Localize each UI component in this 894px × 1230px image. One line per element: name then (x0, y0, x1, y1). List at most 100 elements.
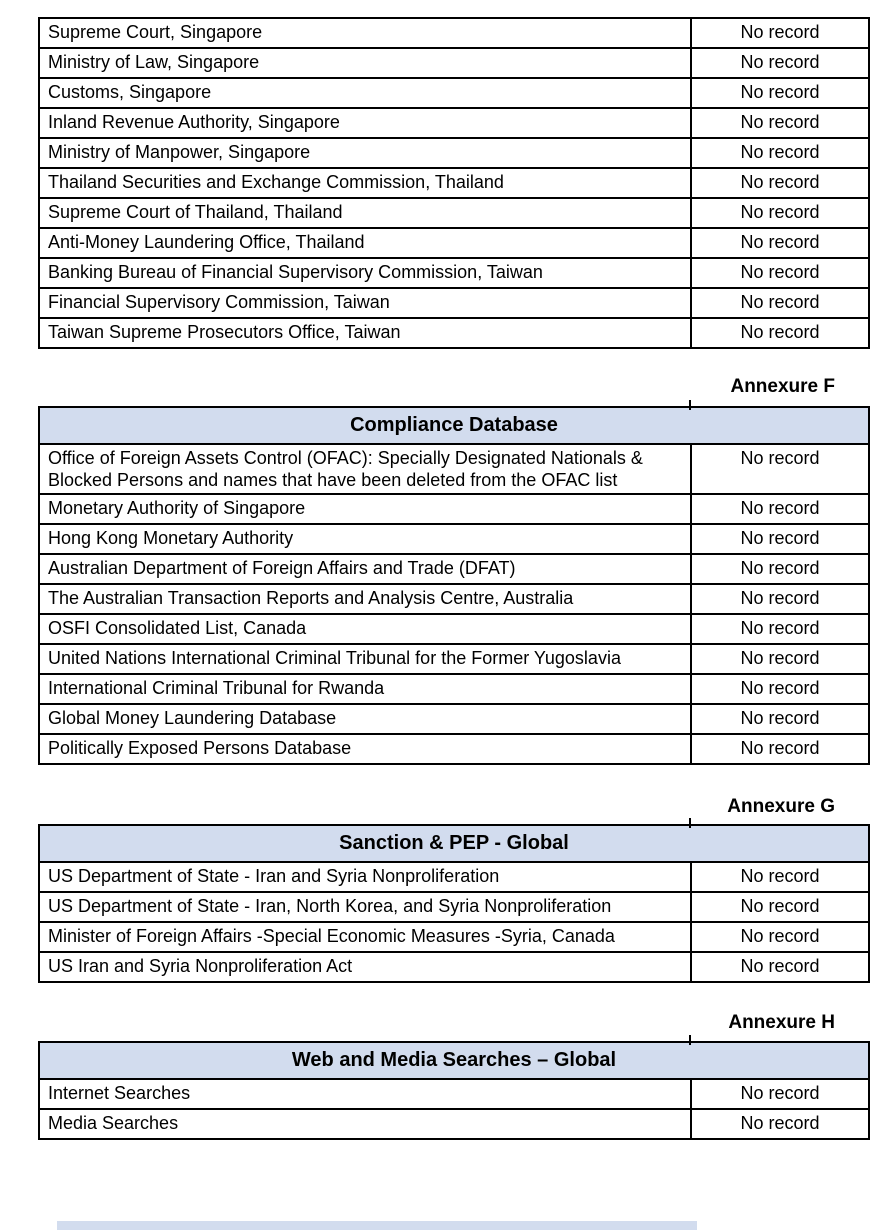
table-body: Internet Searches No record Media Searches… (38, 1078, 870, 1140)
table-row: Financial Supervisory Commission, Taiwan… (38, 287, 870, 319)
source-cell: Inland Revenue Authority, Singapore (38, 107, 692, 139)
result-cell: No record (689, 703, 871, 735)
source-cell: Media Searches (38, 1108, 692, 1140)
table-header-row: Sanction & PEP - Global (37, 824, 871, 863)
source-cell: Internet Searches (38, 1078, 692, 1110)
table-compliance-database: Compliance Database Office of Foreign As… (37, 400, 871, 765)
source-cell: Politically Exposed Persons Database (38, 733, 692, 765)
table-row: Global Money Laundering Database No recor… (38, 703, 871, 735)
result-cell: No record (689, 951, 871, 983)
result-cell: No record (690, 227, 870, 259)
table-row: Customs, Singapore No record (38, 77, 870, 109)
result-cell: No record (689, 493, 871, 525)
table-row: Media Searches No record (38, 1108, 870, 1140)
table-court-records-continued: Supreme Court, Singapore No record Ministr… (38, 17, 870, 349)
table-row: Anti-Money Laundering Office, Thailand No… (38, 227, 870, 259)
table-row: Taiwan Supreme Prosecutors Office, Taiwa… (38, 317, 870, 349)
table-row: United Nations International Criminal Tr… (38, 643, 871, 675)
table-body: Supreme Court, Singapore No record Ministr… (38, 17, 870, 349)
table-header-row: Web and Media Searches – Global (38, 1041, 870, 1080)
table-row: Internet Searches No record (38, 1078, 870, 1110)
table-row: Australian Department of Foreign Affairs… (38, 553, 871, 585)
result-cell: No record (690, 137, 870, 169)
table-row: Politically Exposed Persons Database No r… (38, 733, 871, 765)
result-cell: No record (689, 733, 871, 765)
source-cell: Global Money Laundering Database (38, 703, 692, 735)
column-divider-remnant (689, 1035, 691, 1045)
table-row: Inland Revenue Authority, Singapore No re… (38, 107, 870, 139)
source-cell: International Criminal Tribunal for Rwan… (38, 673, 692, 705)
result-cell: No record (689, 861, 871, 893)
table-header-row: Compliance Database (37, 406, 871, 445)
source-cell: US Iran and Syria Nonproliferation Act (38, 951, 692, 983)
source-cell: The Australian Transaction Reports and A… (38, 583, 692, 615)
table-row: Ministry of Manpower, Singapore No record (38, 137, 870, 169)
result-cell: No record (689, 613, 871, 645)
result-cell: No record (690, 77, 870, 109)
source-cell: Australian Department of Foreign Affairs… (38, 553, 692, 585)
source-cell: United Nations International Criminal Tr… (38, 643, 692, 675)
table-sanction-pep-global: Sanction & PEP - Global US Department of… (37, 818, 871, 983)
source-cell: Supreme Court of Thailand, Thailand (38, 197, 692, 229)
source-cell: Office of Foreign Assets Control (OFAC):… (38, 443, 692, 495)
table-body: US Department of State - Iran and Syria … (38, 861, 871, 983)
table-row: Supreme Court, Singapore No record (38, 17, 870, 49)
table-row: Monetary Authority of Singapore No record (38, 493, 871, 525)
table-row: Hong Kong Monetary Authority No record (38, 523, 871, 555)
source-cell: Hong Kong Monetary Authority (38, 523, 692, 555)
source-cell: Monetary Authority of Singapore (38, 493, 692, 525)
source-cell: US Department of State - Iran and Syria … (38, 861, 692, 893)
table-row: Supreme Court of Thailand, Thailand No re… (38, 197, 870, 229)
result-cell: No record (690, 287, 870, 319)
result-cell: No record (689, 553, 871, 585)
source-cell: Taiwan Supreme Prosecutors Office, Taiwa… (38, 317, 692, 349)
source-cell: Ministry of Law, Singapore (38, 47, 692, 79)
annexure-label-f: Annexure F (730, 376, 835, 397)
table-title: Web and Media Searches – Global (38, 1041, 870, 1080)
table-web-media-searches-global: Web and Media Searches – Global Internet… (38, 1035, 870, 1140)
result-cell: No record (690, 107, 870, 139)
source-cell: Anti-Money Laundering Office, Thailand (38, 227, 692, 259)
table-row: OSFI Consolidated List, Canada No record (38, 613, 871, 645)
source-cell: US Department of State - Iran, North Kor… (38, 891, 692, 923)
result-cell: No record (690, 197, 870, 229)
result-cell: No record (690, 17, 870, 49)
result-cell: No record (689, 643, 871, 675)
column-divider-remnant (689, 818, 691, 828)
table-body: Office of Foreign Assets Control (OFAC):… (38, 443, 871, 765)
result-cell: No record (689, 921, 871, 953)
result-cell: No record (690, 257, 870, 289)
table-row: US Department of State - Iran and Syria … (38, 861, 871, 893)
table-title: Compliance Database (37, 406, 871, 445)
source-cell: Banking Bureau of Financial Supervisory … (38, 257, 692, 289)
result-cell: No record (690, 167, 870, 199)
table-row: Office of Foreign Assets Control (OFAC):… (38, 443, 871, 495)
result-cell: No record (690, 1078, 870, 1110)
column-divider-remnant (689, 400, 691, 410)
table-row: US Department of State - Iran, North Kor… (38, 891, 871, 923)
source-cell: Thailand Securities and Exchange Commiss… (38, 167, 692, 199)
result-cell: No record (689, 673, 871, 705)
result-cell: No record (689, 583, 871, 615)
table-row: International Criminal Tribunal for Rwan… (38, 673, 871, 705)
next-table-header-partial (57, 1221, 697, 1230)
result-cell: No record (689, 891, 871, 923)
source-cell: OSFI Consolidated List, Canada (38, 613, 692, 645)
annexure-label-h: Annexure H (728, 1012, 835, 1033)
table-row: Thailand Securities and Exchange Commiss… (38, 167, 870, 199)
result-cell: No record (690, 317, 870, 349)
result-cell: No record (689, 523, 871, 555)
source-cell: Customs, Singapore (38, 77, 692, 109)
source-cell: Financial Supervisory Commission, Taiwan (38, 287, 692, 319)
result-cell: No record (690, 1108, 870, 1140)
table-row: Minister of Foreign Affairs -Special Eco… (38, 921, 871, 953)
source-cell: Ministry of Manpower, Singapore (38, 137, 692, 169)
table-row: Banking Bureau of Financial Supervisory … (38, 257, 870, 289)
result-cell: No record (690, 47, 870, 79)
table-row: The Australian Transaction Reports and A… (38, 583, 871, 615)
table-row: US Iran and Syria Nonproliferation Act No… (38, 951, 871, 983)
table-row: Ministry of Law, Singapore No record (38, 47, 870, 79)
source-cell: Minister of Foreign Affairs -Special Eco… (38, 921, 692, 953)
source-cell: Supreme Court, Singapore (38, 17, 692, 49)
